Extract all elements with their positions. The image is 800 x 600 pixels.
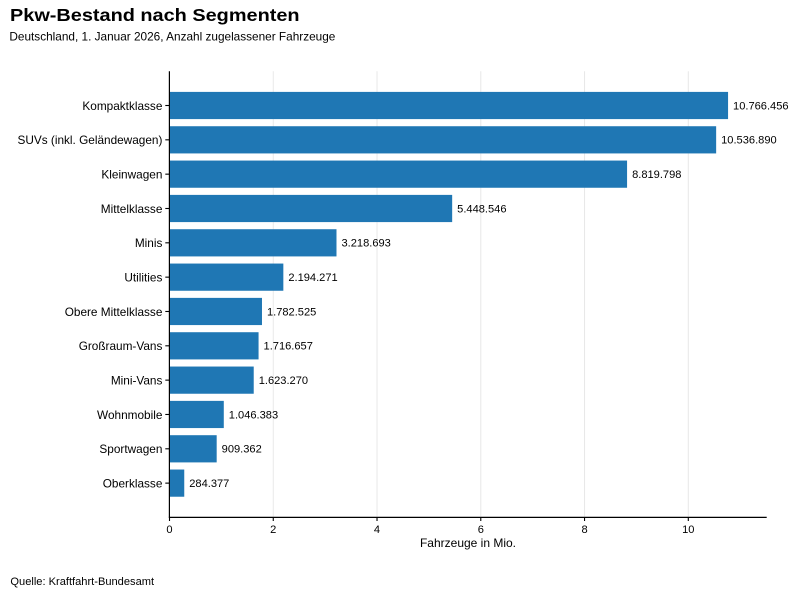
svg-text:2: 2: [270, 524, 276, 536]
svg-text:Kompaktklasse: Kompaktklasse: [82, 99, 162, 113]
svg-text:Mittelklasse: Mittelklasse: [101, 202, 163, 216]
svg-text:Mini-Vans: Mini-Vans: [111, 373, 163, 387]
svg-text:Utilities: Utilities: [124, 271, 162, 285]
svg-text:5.448.546: 5.448.546: [457, 203, 506, 215]
svg-text:Deutschland, 1. Januar 2026, A: Deutschland, 1. Januar 2026, Anzahl zuge…: [9, 29, 335, 43]
svg-text:10.766.456: 10.766.456: [733, 100, 789, 112]
svg-text:1.623.270: 1.623.270: [259, 375, 308, 387]
svg-text:Kleinwagen: Kleinwagen: [101, 168, 162, 182]
svg-text:909.362: 909.362: [222, 444, 262, 456]
svg-text:1.716.657: 1.716.657: [264, 341, 313, 353]
svg-text:1.046.383: 1.046.383: [229, 409, 278, 421]
svg-text:Obere Mittelklasse: Obere Mittelklasse: [65, 305, 163, 319]
svg-text:8.819.798: 8.819.798: [632, 169, 681, 181]
svg-text:Wohnmobile: Wohnmobile: [97, 408, 163, 422]
svg-text:284.377: 284.377: [189, 478, 229, 490]
svg-text:Oberklasse: Oberklasse: [103, 476, 163, 490]
svg-text:10.536.890: 10.536.890: [721, 135, 777, 147]
svg-text:Sportwagen: Sportwagen: [99, 442, 162, 456]
svg-text:4: 4: [374, 524, 380, 536]
svg-text:SUVs (inkl. Geländewagen): SUVs (inkl. Geländewagen): [17, 133, 162, 147]
svg-text:Pkw-Bestand nach Segmenten: Pkw-Bestand nach Segmenten: [10, 6, 300, 26]
svg-text:Minis: Minis: [135, 236, 163, 250]
svg-text:Fahrzeuge in Mio.: Fahrzeuge in Mio.: [420, 536, 516, 550]
svg-text:2.194.271: 2.194.271: [288, 272, 337, 284]
svg-text:3.218.693: 3.218.693: [341, 238, 390, 250]
svg-text:10: 10: [682, 524, 694, 536]
svg-text:6: 6: [478, 524, 484, 536]
svg-text:0: 0: [166, 524, 172, 536]
svg-text:Quelle: Kraftfahrt-Bundesamt: Quelle: Kraftfahrt-Bundesamt: [10, 576, 154, 588]
svg-text:Großraum-Vans: Großraum-Vans: [79, 339, 163, 353]
svg-text:8: 8: [581, 524, 587, 536]
svg-text:1.782.525: 1.782.525: [267, 306, 316, 318]
